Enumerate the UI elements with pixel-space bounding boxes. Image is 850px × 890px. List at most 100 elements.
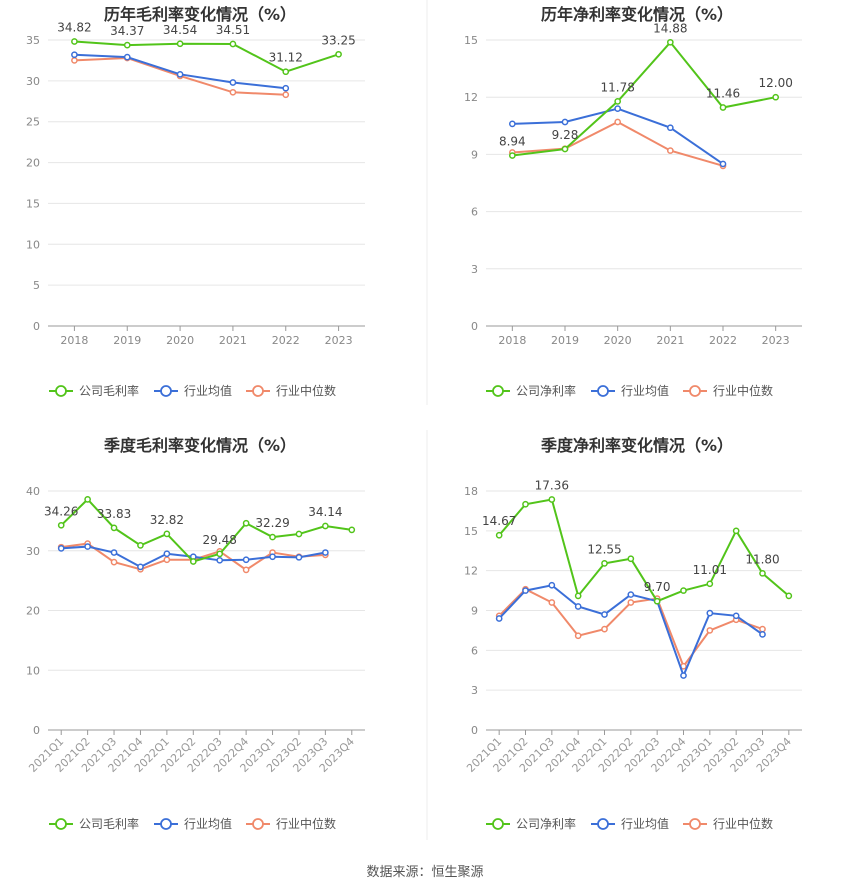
legend-marker-3 (252, 818, 264, 830)
legend-marker-2 (160, 385, 172, 397)
y-tick-label: 9 (471, 148, 478, 161)
legend-marker-1 (55, 818, 67, 830)
series-point-3 (627, 599, 635, 606)
series-point-1 (176, 40, 184, 48)
series-point-1 (335, 50, 342, 58)
series-point-1 (772, 93, 780, 101)
series-point-1 (282, 68, 290, 76)
series-point-2 (732, 612, 740, 620)
series-point-1 (71, 38, 78, 45)
series-point-1 (522, 500, 529, 508)
series-point-2 (322, 549, 329, 556)
legend-label-3: 行业中位数 (713, 816, 773, 831)
chart-title: 历年毛利率变化情况（%） (104, 5, 296, 24)
legend-marker-1 (492, 385, 504, 397)
y-tick-label: 10 (26, 238, 40, 251)
legend-label-3: 行业中位数 (713, 383, 773, 398)
legend-marker-3 (252, 385, 264, 397)
legend-label-1: 公司净利率 (516, 383, 576, 398)
series-point-1 (163, 530, 171, 538)
legend-marker-2 (160, 818, 172, 830)
series-point-1 (719, 104, 727, 111)
y-tick-label: 15 (464, 525, 478, 538)
series-point-1 (137, 542, 144, 549)
y-tick-label: 25 (26, 116, 40, 129)
series-point-1 (110, 524, 118, 532)
y-tick-label: 30 (26, 75, 40, 88)
y-tick-label: 6 (471, 206, 478, 219)
x-tick-label: 2020 (604, 334, 632, 347)
series-line-1 (498, 498, 790, 603)
series-point-2 (574, 603, 582, 610)
x-tick-label: 2020 (166, 334, 194, 347)
series-point-2 (216, 556, 224, 564)
legend-label-2: 行业均值 (621, 383, 669, 398)
legend-label-2: 行业均值 (621, 816, 669, 831)
series-point-2 (627, 591, 635, 598)
series-point-1 (785, 592, 793, 600)
series-point-1 (574, 592, 582, 600)
chart-3: 季度毛利率变化情况（%）0102030402021Q12021Q22021Q32… (26, 436, 365, 831)
x-tick-label: 2018 (60, 334, 88, 347)
series-point-3 (614, 118, 622, 126)
series-point-1 (57, 521, 65, 529)
legend-marker-2 (597, 385, 609, 397)
series-point-2 (269, 553, 276, 561)
y-tick-label: 6 (471, 644, 478, 657)
data-label: 34.26 (44, 504, 78, 518)
series-point-3 (666, 147, 674, 154)
series-line-2 (512, 107, 724, 165)
series-point-3 (706, 627, 714, 634)
legend-label-2: 行业均值 (184, 383, 232, 398)
y-tick-label: 30 (26, 545, 40, 558)
y-tick-label: 9 (471, 605, 478, 618)
series-point-2 (229, 79, 237, 86)
data-label: 14.67 (482, 514, 516, 528)
series-point-1 (561, 145, 569, 153)
series-line-1 (60, 497, 352, 563)
y-tick-label: 15 (464, 34, 478, 47)
data-label: 29.48 (203, 533, 237, 547)
data-label: 34.82 (57, 20, 91, 34)
series-point-2 (123, 53, 131, 61)
series-point-2 (680, 672, 687, 679)
data-label: 11.01 (693, 563, 727, 577)
legend-marker-1 (55, 385, 67, 397)
x-tick-label: 2022 (709, 334, 737, 347)
series-point-1 (242, 519, 250, 527)
data-label: 11.80 (745, 552, 779, 566)
data-label: 17.36 (535, 478, 569, 492)
data-label: 33.83 (97, 507, 131, 521)
data-label: 8.94 (499, 135, 526, 149)
series-point-2 (163, 550, 171, 558)
data-label: 12.00 (758, 76, 792, 90)
data-label: 34.51 (216, 23, 250, 37)
data-label: 14.88 (653, 21, 687, 35)
series-point-3 (163, 556, 171, 564)
series-point-2 (508, 120, 516, 128)
data-label: 31.12 (269, 51, 303, 65)
y-tick-label: 0 (33, 724, 40, 737)
x-tick-label: 2023 (325, 334, 353, 347)
series-point-2 (137, 563, 144, 571)
series-point-1 (614, 98, 622, 105)
data-label: 34.37 (110, 24, 144, 38)
data-label: 12.55 (587, 542, 621, 556)
series-point-1 (732, 527, 740, 535)
series-point-1 (706, 580, 714, 588)
legend: 公司毛利率 行业均值 行业中位数 (49, 816, 336, 831)
legend: 公司净利率 行业均值 行业中位数 (486, 383, 773, 398)
data-label: 32.82 (150, 513, 184, 527)
series-point-2 (84, 543, 91, 550)
y-tick-label: 20 (26, 605, 40, 618)
series-point-1 (322, 522, 329, 530)
chart-1: 历年毛利率变化情况（%） 0 5 10 15 20 25 30 35 2018 2019 2020 20… (26, 5, 365, 398)
x-tick-label: 2018 (498, 334, 526, 347)
y-tick-label: 40 (26, 485, 40, 498)
series-point-1 (348, 526, 356, 534)
series-point-1 (269, 533, 276, 541)
series-point-2 (110, 549, 118, 556)
chart-4: 季度净利率变化情况（%）03691215182021Q12021Q22021Q3… (464, 436, 802, 831)
series-point-1 (548, 496, 556, 503)
